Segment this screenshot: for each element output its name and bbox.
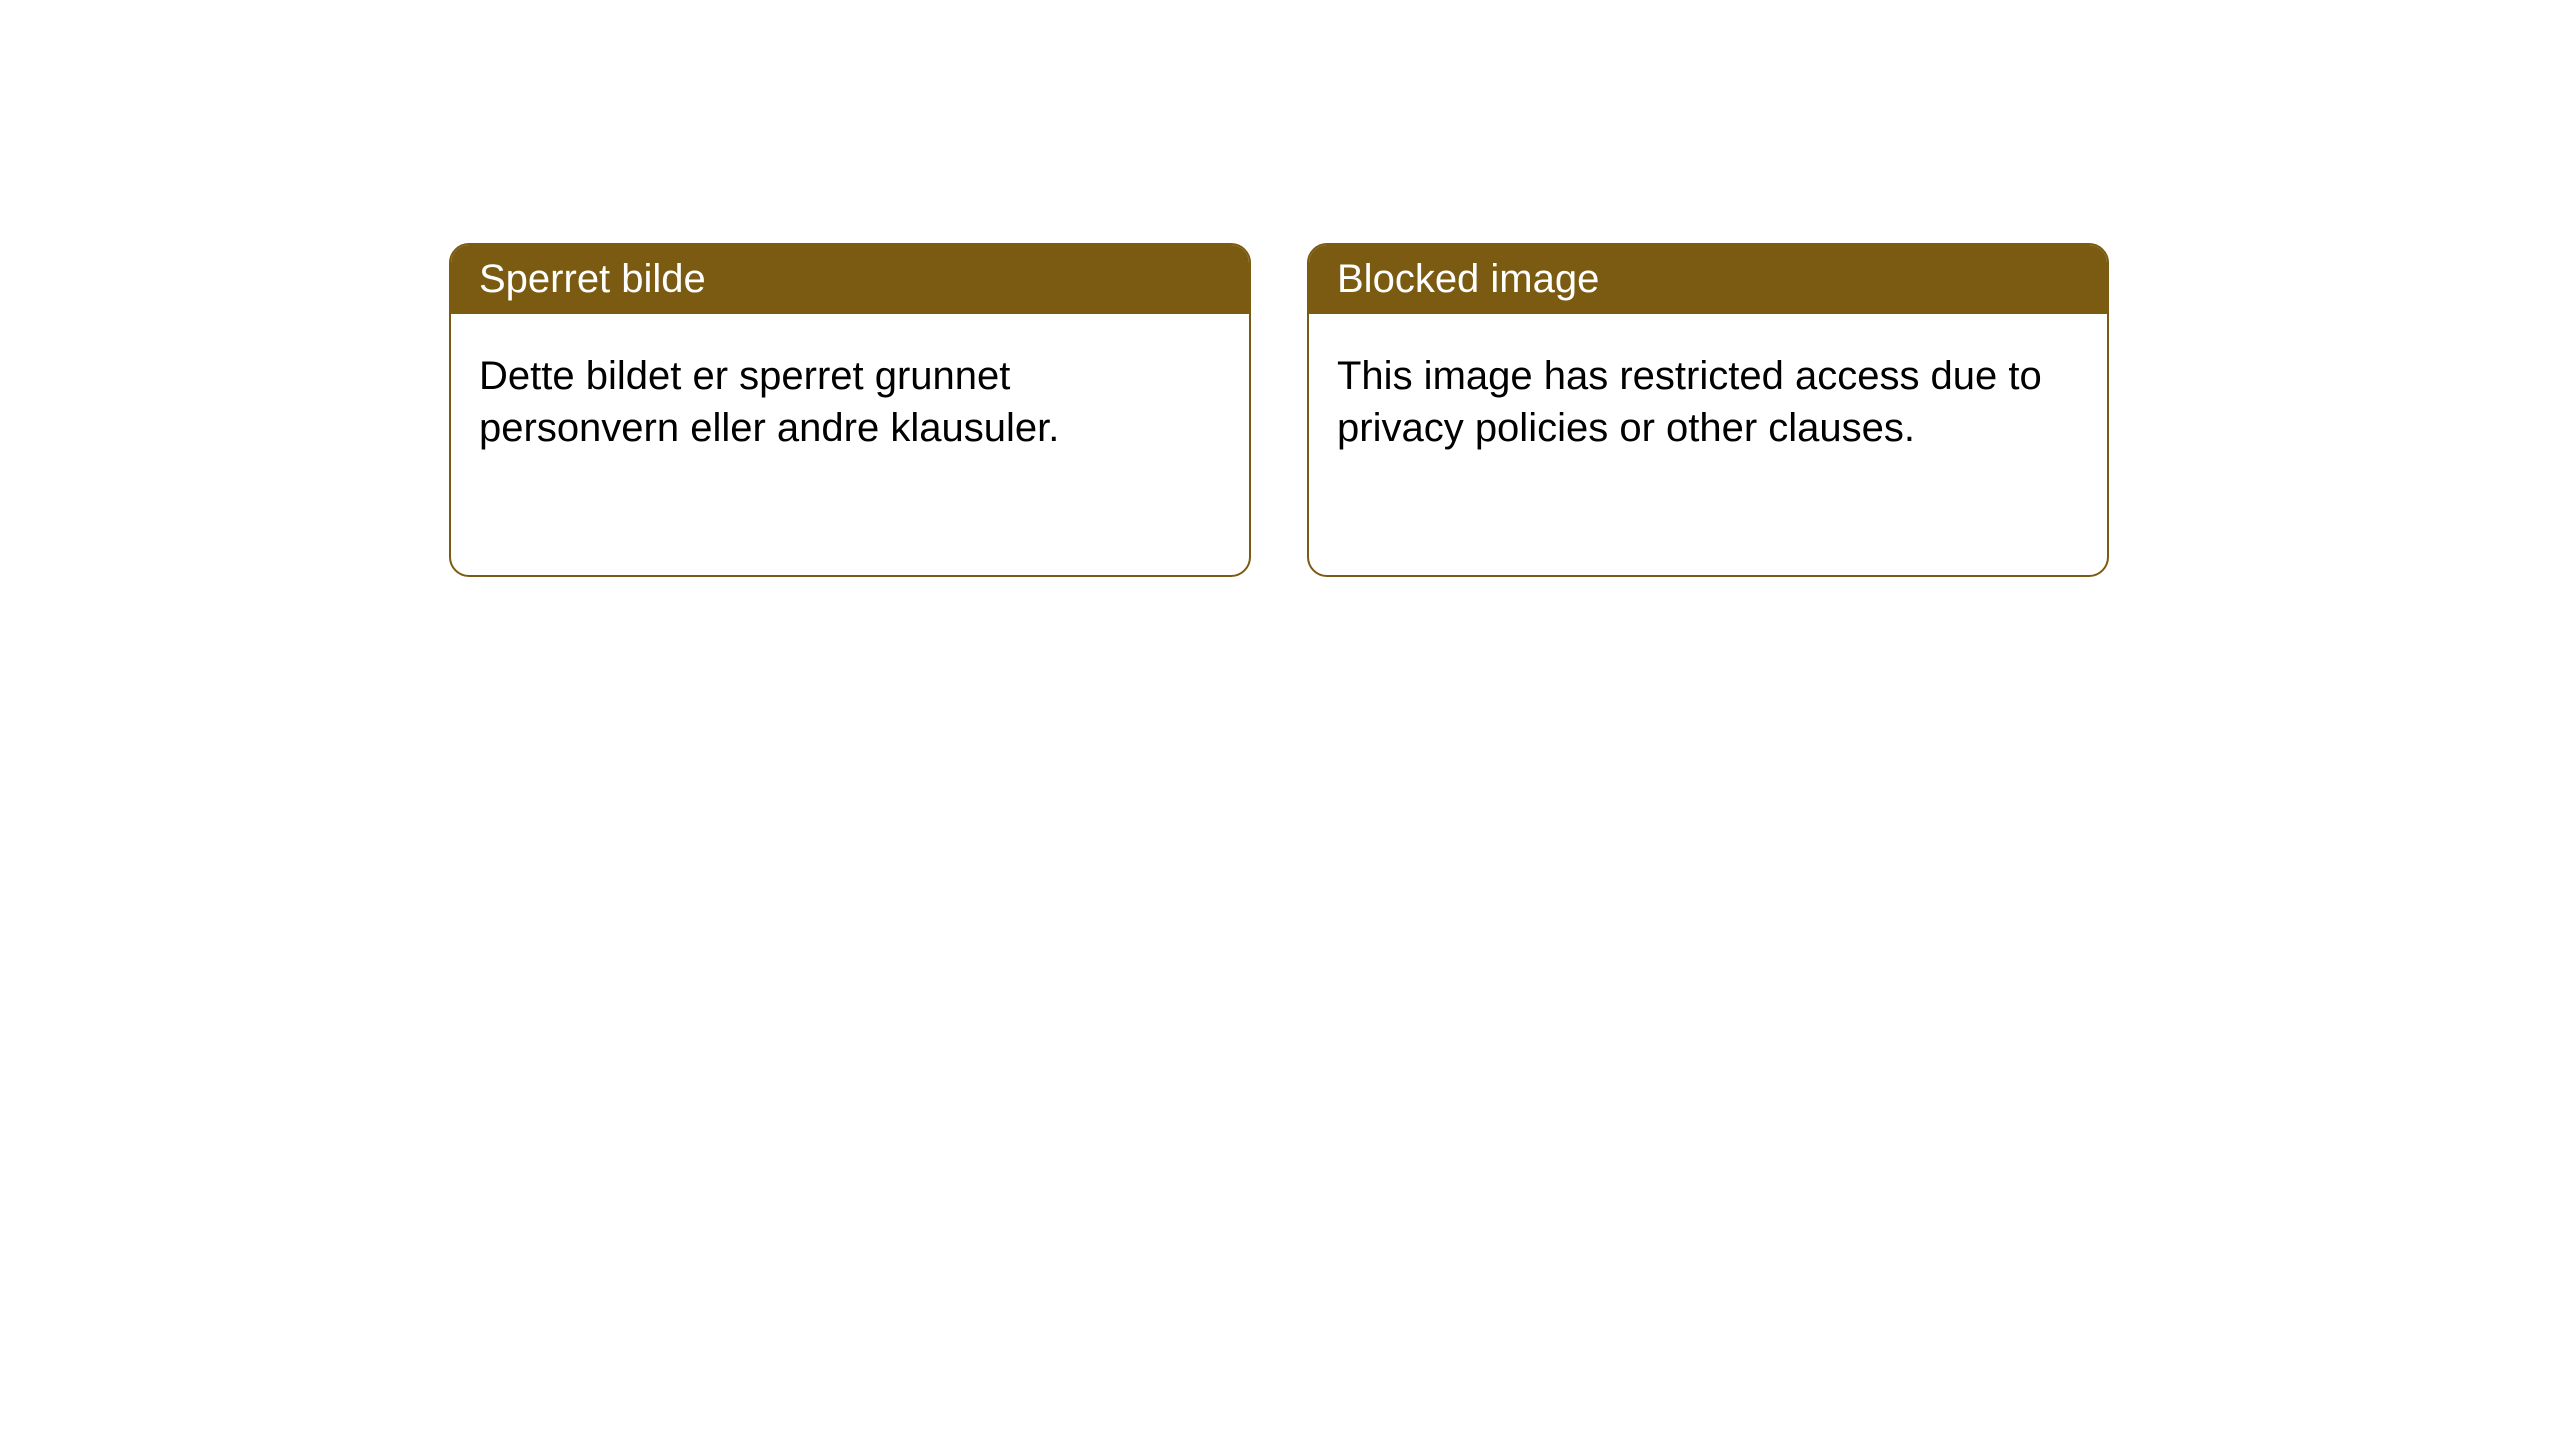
card-title-en: Blocked image <box>1337 257 1599 301</box>
card-body-no: Dette bildet er sperret grunnet personve… <box>451 314 1249 490</box>
card-header-no: Sperret bilde <box>451 245 1249 314</box>
notice-cards-container: Sperret bilde Dette bildet er sperret gr… <box>0 0 2560 577</box>
card-body-en: This image has restricted access due to … <box>1309 314 2107 490</box>
card-header-en: Blocked image <box>1309 245 2107 314</box>
card-text-en: This image has restricted access due to … <box>1337 354 2042 450</box>
blocked-image-card-en: Blocked image This image has restricted … <box>1307 243 2109 577</box>
blocked-image-card-no: Sperret bilde Dette bildet er sperret gr… <box>449 243 1251 577</box>
card-text-no: Dette bildet er sperret grunnet personve… <box>479 354 1059 450</box>
card-title-no: Sperret bilde <box>479 257 706 301</box>
